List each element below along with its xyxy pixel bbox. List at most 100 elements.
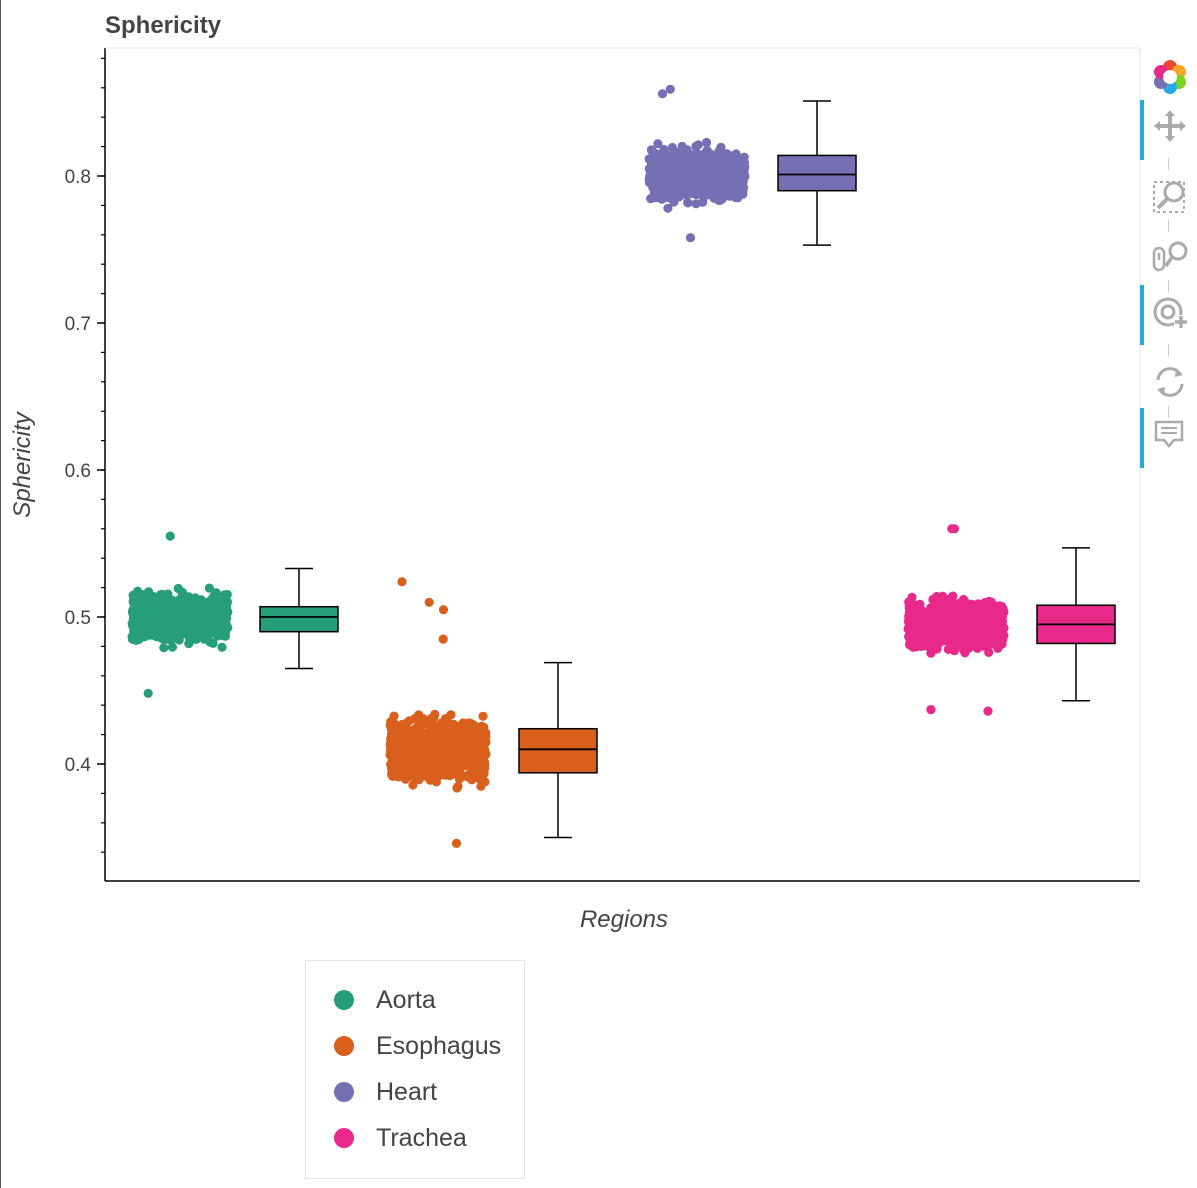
- data-point: [388, 749, 398, 759]
- data-point: [663, 190, 674, 200]
- data-point: [416, 741, 426, 751]
- data-point: [689, 171, 699, 181]
- data-point: [733, 169, 743, 179]
- data-point: [137, 596, 147, 606]
- legend-label: Esophagus: [376, 1031, 502, 1060]
- legend-item[interactable]: Heart: [334, 1077, 437, 1107]
- data-point: [979, 607, 990, 617]
- data-point: [959, 645, 969, 655]
- data-point: [955, 631, 966, 641]
- data-point: [436, 752, 446, 762]
- legend-swatch: [334, 1036, 354, 1056]
- pan-icon: [1154, 110, 1186, 142]
- outlier-point: [451, 838, 462, 849]
- y-tick-label: 0.8: [65, 167, 91, 188]
- data-point: [984, 647, 994, 658]
- data-point: [138, 624, 148, 634]
- legend-item[interactable]: Aorta: [334, 985, 436, 1015]
- data-point: [675, 183, 686, 193]
- data-point: [429, 713, 439, 723]
- data-point: [691, 181, 702, 192]
- data-point: [922, 616, 933, 626]
- data-point: [455, 731, 465, 741]
- box-iqr: [777, 154, 857, 192]
- data-point: [689, 155, 699, 165]
- data-point: [938, 591, 948, 601]
- data-point: [386, 717, 396, 727]
- data-point: [477, 736, 487, 746]
- data-point: [915, 618, 925, 628]
- data-point: [977, 620, 987, 630]
- legend-swatch: [334, 1082, 354, 1102]
- legend: Aorta Esophagus Heart Trachea: [305, 960, 525, 1179]
- hover-icon: [1154, 420, 1184, 448]
- wheel-zoom-tool[interactable]: [1140, 230, 1197, 280]
- data-point: [202, 628, 212, 638]
- data-point: [175, 628, 185, 639]
- data-point: [173, 583, 183, 594]
- data-point: [906, 617, 917, 627]
- outlier-point: [438, 634, 448, 644]
- hover-tool[interactable]: [1140, 408, 1197, 468]
- data-point: [478, 711, 488, 721]
- data-point: [669, 197, 679, 207]
- data-point: [389, 725, 399, 735]
- data-point: [167, 611, 177, 622]
- data-point: [140, 614, 150, 624]
- data-point: [430, 729, 440, 739]
- outlier-point: [685, 233, 696, 243]
- data-point: [704, 158, 714, 168]
- outlier-point: [143, 688, 153, 699]
- wheel-zoom-icon: [1152, 241, 1188, 272]
- y-tick-label: 0.5: [65, 608, 91, 629]
- box-heart: [777, 100, 857, 246]
- legend-swatch: [334, 990, 354, 1010]
- y-tick-label: 0.4: [65, 755, 92, 776]
- tap-tool[interactable]: [1140, 285, 1197, 345]
- data-point: [462, 758, 472, 768]
- box-zoom-tool[interactable]: [1140, 170, 1197, 220]
- data-point: [996, 636, 1006, 646]
- data-point: [400, 733, 410, 744]
- data-point: [960, 614, 971, 624]
- data-point: [168, 600, 178, 610]
- data-point: [461, 771, 471, 781]
- legend-item[interactable]: Esophagus: [334, 1031, 501, 1061]
- data-point: [417, 764, 427, 774]
- legend-label: Aorta: [376, 985, 436, 1014]
- data-point: [195, 613, 205, 624]
- data-point: [674, 161, 684, 171]
- data-point: [397, 720, 407, 730]
- data-point: [647, 163, 657, 173]
- data-point: [683, 198, 693, 208]
- outlier-point: [665, 84, 675, 94]
- reset-icon: [1156, 367, 1184, 397]
- data-point: [205, 637, 215, 647]
- data-point: [650, 148, 660, 158]
- plot-area[interactable]: 0.4 0.5 0.6 0.7 0.8 Sphericity Regions: [0, 0, 1197, 950]
- window-edge: [0, 0, 1, 1188]
- outlier-point: [926, 705, 936, 715]
- data-point: [167, 642, 177, 652]
- reset-tool[interactable]: [1140, 356, 1197, 406]
- data-point: [462, 733, 472, 743]
- data-point: [439, 726, 450, 736]
- data-point: [663, 203, 673, 213]
- data-point: [129, 603, 139, 613]
- box-iqr: [259, 605, 339, 633]
- data-point: [989, 606, 999, 616]
- data-point: [184, 626, 194, 637]
- data-point: [399, 772, 409, 782]
- bokeh-logo-icon[interactable]: [1140, 50, 1197, 100]
- legend-item[interactable]: Trachea: [334, 1123, 467, 1153]
- data-point: [163, 618, 173, 629]
- data-point: [213, 607, 223, 617]
- data-point: [656, 158, 666, 168]
- box-layer: [259, 100, 1116, 839]
- data-point: [141, 607, 151, 618]
- pan-tool[interactable]: [1140, 100, 1197, 160]
- outlier-point: [947, 524, 957, 534]
- data-point: [424, 747, 434, 757]
- box-esophagus: [518, 661, 598, 839]
- data-point: [159, 643, 169, 653]
